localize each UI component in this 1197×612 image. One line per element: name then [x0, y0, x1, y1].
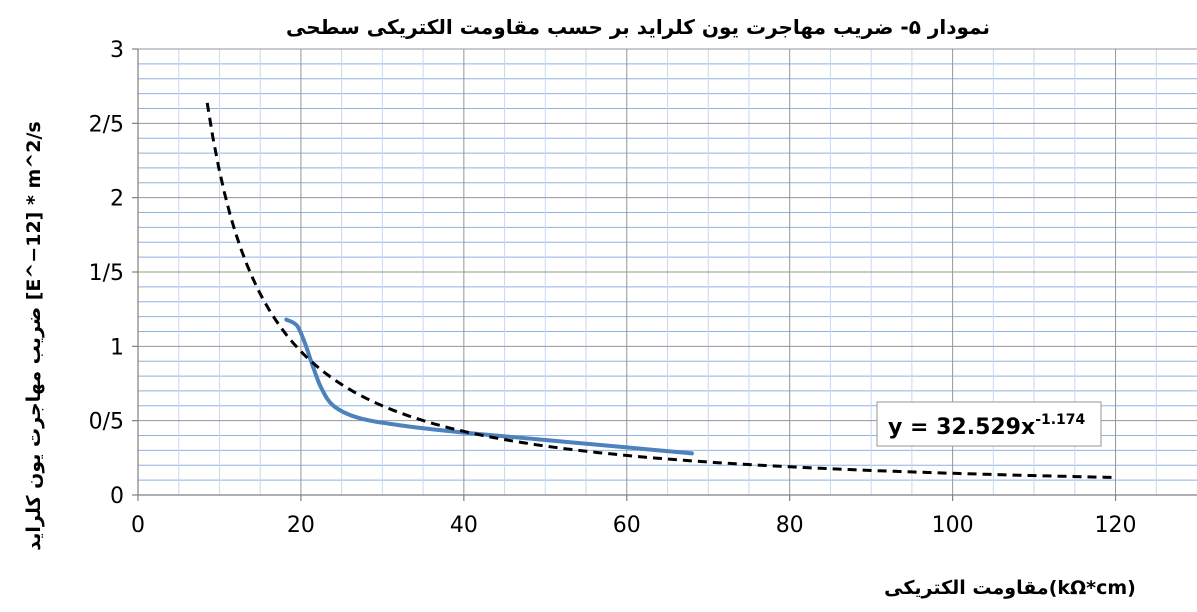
trendline-equation: y = 32.529x-1.174 — [888, 412, 1086, 440]
y-tick-label: 0/5 — [89, 410, 124, 435]
x-axis-label: مقاومت الکتریکی(kΩ*cm) — [884, 577, 1136, 599]
y-tick-label: 2/5 — [89, 112, 124, 137]
x-tick-label: 60 — [613, 513, 641, 538]
x-tick-label: 0 — [131, 513, 145, 538]
y-tick-label: 3 — [110, 38, 124, 63]
x-tick-label: 20 — [287, 513, 315, 538]
equation-box-frame — [876, 401, 1102, 447]
data-series-line — [284, 317, 694, 456]
chart-title: نمودار ۵- ضریب مهاجرت یون کلراید بر حسب … — [286, 15, 990, 39]
axes — [132, 48, 1197, 501]
series — [205, 102, 1116, 479]
trendline-series — [205, 102, 1116, 479]
y-tick-label: 1/5 — [89, 261, 124, 286]
trendline-equation-base: y = 32.529x — [888, 415, 1035, 440]
x-tick-label: 80 — [776, 513, 804, 538]
y-tick-label: 2 — [110, 187, 124, 212]
y-tick-label: 0 — [110, 484, 124, 509]
x-tick-label: 120 — [1095, 513, 1137, 538]
y-axis-label: ضریب مهاجرت یون کلراید [E^−12] * m^2/s — [23, 121, 45, 550]
x-tick-label: 40 — [450, 513, 478, 538]
x-tick-label: 100 — [932, 513, 974, 538]
trendline-equation-exponent: -1.174 — [1035, 412, 1085, 428]
y-tick-label: 1 — [110, 335, 124, 360]
tick-labels: 0 0/5 1 1/5 2 2/5 3 0 20 40 60 80 100 120 — [89, 38, 1137, 538]
equation-box: y = 32.529x-1.174 — [876, 401, 1102, 447]
